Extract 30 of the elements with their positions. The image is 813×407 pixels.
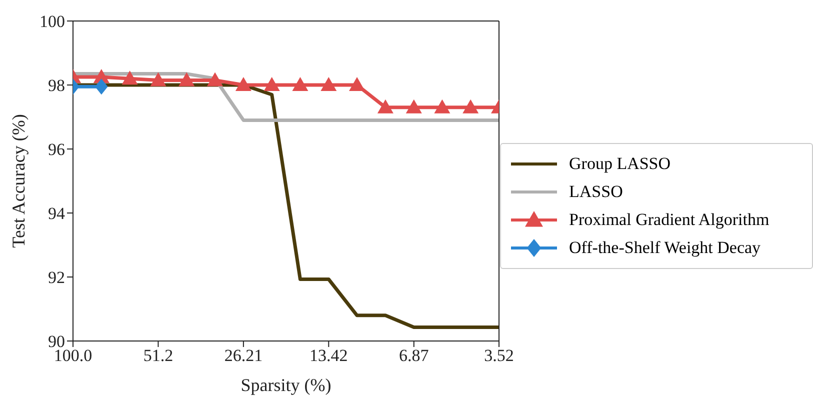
- point: [178, 72, 195, 86]
- y-tick-label: 96: [48, 140, 65, 160]
- point: [264, 77, 280, 91]
- y-axis-title: Test Accuracy (%): [8, 114, 28, 248]
- point: [292, 77, 308, 91]
- point: [377, 99, 394, 114]
- point: [434, 99, 450, 114]
- y-tick-label: 94: [48, 204, 66, 224]
- x-tick-label: 3.52: [484, 346, 514, 366]
- point: [122, 70, 138, 85]
- point: [320, 77, 337, 91]
- x-tick-label: 100.0: [54, 346, 92, 366]
- point: [349, 77, 366, 91]
- point: [462, 99, 479, 114]
- x-tick-label: 26.21: [224, 346, 263, 366]
- legend-label: Off-the-Shelf Weight Decay: [569, 238, 761, 258]
- x-tick-label: 13.42: [310, 346, 348, 366]
- x-tick-label: 51.2: [143, 346, 174, 366]
- point: [235, 77, 252, 91]
- point: [150, 72, 166, 86]
- y-tick-label: 98: [48, 76, 65, 96]
- point: [207, 72, 224, 86]
- x-tick-label: 6.87: [399, 346, 430, 366]
- point: [406, 99, 422, 114]
- x-axis-title: Sparsity (%): [240, 375, 332, 395]
- y-tick-label: 92: [48, 268, 65, 288]
- y-tick-label: 100: [40, 12, 65, 32]
- legend-label: Group LASSO: [569, 154, 671, 174]
- legend-label: Proximal Gradient Algorithm: [569, 210, 770, 230]
- legend-label: LASSO: [569, 182, 623, 202]
